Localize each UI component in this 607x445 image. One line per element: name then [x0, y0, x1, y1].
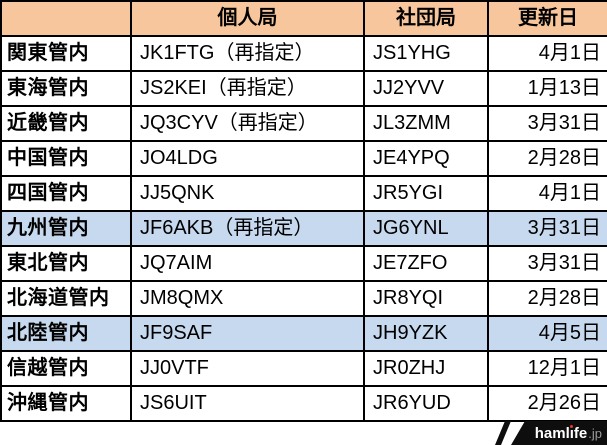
update-date-cell: 2月26日 — [487, 385, 607, 422]
update-date-cell: 4月1日 — [487, 175, 607, 212]
individual-callsign-cell: JQ3CYV（再指定） — [130, 105, 365, 142]
individual-callsign-cell: JM8QMX — [130, 280, 365, 317]
individual-callsign-cell: JS2KEI（再指定） — [130, 70, 365, 107]
individual-callsign-cell: JQ7AIM — [130, 245, 365, 282]
region-cell: 東北管内 — [0, 245, 132, 282]
callsign-table: 個人局 社団局 更新日 関東管内 JK1FTG（再指定） JS1YHG 4月1日… — [0, 0, 607, 422]
region-cell: 沖縄管内 — [0, 385, 132, 422]
table-row: 近畿管内 JQ3CYV（再指定） JL3ZMM 3月31日 — [0, 105, 607, 142]
table-row: 東海管内 JS2KEI（再指定） JJ2YVV 1月13日 — [0, 70, 607, 107]
individual-callsign-cell: JF9SAF — [130, 315, 365, 352]
club-callsign-cell: JG6YNL — [363, 210, 489, 247]
table-row: 信越管内 JJ0VTF JR0ZHJ 12月1日 — [0, 350, 607, 387]
region-cell: 関東管内 — [0, 35, 132, 72]
club-callsign-cell: JR8YQI — [363, 280, 489, 317]
update-date-cell: 12月1日 — [487, 350, 607, 387]
club-callsign-cell: JR6YUD — [363, 385, 489, 422]
table-row: 北海道管内 JM8QMX JR8YQI 2月28日 — [0, 280, 607, 317]
club-callsign-cell: JR5YGI — [363, 175, 489, 212]
table-row: 北陸管内 JF9SAF JH9YZK 4月5日 — [0, 315, 607, 352]
individual-callsign-cell: JJ0VTF — [130, 350, 365, 387]
table-row: 中国管内 JO4LDG JE4YPQ 2月28日 — [0, 140, 607, 177]
region-cell: 中国管内 — [0, 140, 132, 177]
table-row: 九州管内 JF6AKB（再指定） JG6YNL 3月31日 — [0, 210, 607, 247]
club-callsign-cell: JJ2YVV — [363, 70, 489, 107]
region-cell: 近畿管内 — [0, 105, 132, 142]
region-cell: 九州管内 — [0, 210, 132, 247]
club-callsign-cell: JL3ZMM — [363, 105, 489, 142]
individual-callsign-cell: JS6UIT — [130, 385, 365, 422]
logo-brand-text: hamlıfe — [534, 424, 588, 442]
update-date-cell: 4月1日 — [487, 35, 607, 72]
club-callsign-cell: JE4YPQ — [363, 140, 489, 177]
logo-slash-icon — [495, 421, 511, 445]
club-callsign-cell: JS1YHG — [363, 35, 489, 72]
hamlife-logo: hamlıfe .jp — [495, 421, 607, 445]
table-row: 沖縄管内 JS6UIT JR6YUD 2月26日 — [0, 385, 607, 422]
individual-callsign-cell: JF6AKB（再指定） — [130, 210, 365, 247]
individual-callsign-cell: JO4LDG — [130, 140, 365, 177]
update-date-cell: 3月31日 — [487, 210, 607, 247]
table-row: 関東管内 JK1FTG（再指定） JS1YHG 4月1日 — [0, 35, 607, 72]
header-club: 社団局 — [363, 0, 489, 37]
logo-banner: hamlıfe .jp — [511, 421, 607, 445]
club-callsign-cell: JR0ZHJ — [363, 350, 489, 387]
region-cell: 北陸管内 — [0, 315, 132, 352]
region-cell: 四国管内 — [0, 175, 132, 212]
header-region — [0, 0, 132, 37]
header-update-date: 更新日 — [487, 0, 607, 37]
region-cell: 北海道管内 — [0, 280, 132, 317]
header-individual: 個人局 — [130, 0, 365, 37]
region-cell: 東海管内 — [0, 70, 132, 107]
individual-callsign-cell: JK1FTG（再指定） — [130, 35, 365, 72]
update-date-cell: 4月5日 — [487, 315, 607, 352]
update-date-cell: 2月28日 — [487, 280, 607, 317]
club-callsign-cell: JH9YZK — [363, 315, 489, 352]
update-date-cell: 2月28日 — [487, 140, 607, 177]
club-callsign-cell: JE7ZFO — [363, 245, 489, 282]
table-row: 東北管内 JQ7AIM JE7ZFO 3月31日 — [0, 245, 607, 282]
individual-callsign-cell: JJ5QNK — [130, 175, 365, 212]
update-date-cell: 1月13日 — [487, 70, 607, 107]
region-cell: 信越管内 — [0, 350, 132, 387]
update-date-cell: 3月31日 — [487, 105, 607, 142]
logo-suffix-text: .jp — [588, 425, 602, 441]
header-row: 個人局 社団局 更新日 — [0, 0, 607, 37]
update-date-cell: 3月31日 — [487, 245, 607, 282]
table-row: 四国管内 JJ5QNK JR5YGI 4月1日 — [0, 175, 607, 212]
logo-i-red-dot: ı — [569, 424, 574, 442]
